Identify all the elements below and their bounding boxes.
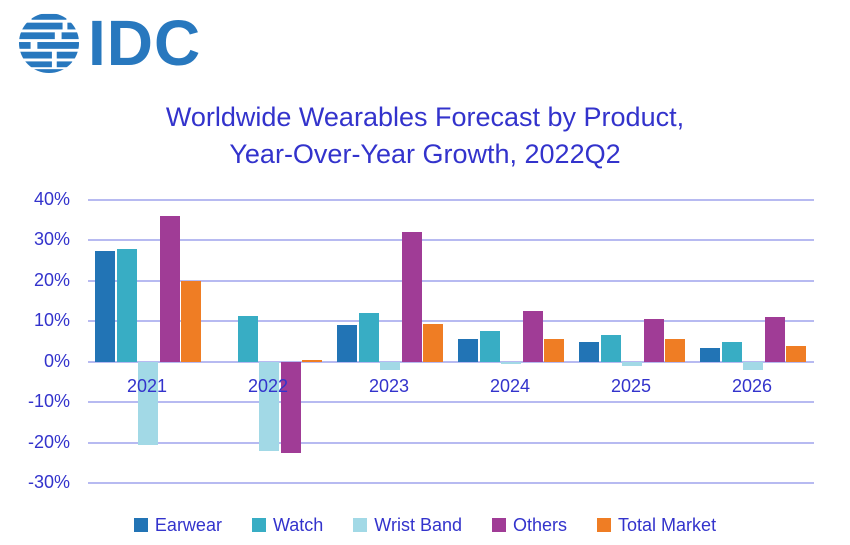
bar-total-market-2026 bbox=[786, 346, 807, 362]
bar-watch-2021 bbox=[116, 248, 137, 362]
legend-item-watch: Watch bbox=[251, 514, 324, 536]
x-axis-label-2021: 2021 bbox=[126, 376, 168, 396]
y-axis-label-0%: 0% bbox=[43, 350, 70, 371]
y-axis-label-20%: 20% bbox=[33, 269, 70, 290]
earwear-swatch-icon bbox=[133, 518, 148, 532]
bar-total-market-2023 bbox=[423, 324, 444, 362]
bar-earwear-2023 bbox=[337, 325, 357, 362]
gridline-40% bbox=[88, 199, 814, 201]
bar-watch-2022 bbox=[237, 316, 258, 362]
bar-earwear-2026 bbox=[700, 347, 720, 362]
bar-earwear-2025 bbox=[579, 341, 599, 362]
bar-earwear-2024 bbox=[458, 339, 478, 362]
bar-others-2024 bbox=[522, 311, 543, 362]
bar-wrist-band-2026 bbox=[743, 361, 764, 370]
bar-others-2021 bbox=[159, 216, 180, 362]
x-axis-label-2022: 2022 bbox=[247, 376, 289, 396]
chart-title-line1: Worldwide Wearables Forecast by Product, bbox=[165, 102, 685, 132]
bar-watch-2025 bbox=[600, 335, 621, 362]
chart-legend: Earwear Watch Wrist Band Others Total Market bbox=[0, 510, 850, 540]
legend-item-wrist-band: Wrist Band bbox=[353, 515, 462, 536]
bar-total-market-2025 bbox=[665, 339, 686, 362]
y-axis-label-10%: 10% bbox=[33, 310, 70, 331]
x-axis-label-2023: 2023 bbox=[368, 376, 410, 396]
bar-watch-2026 bbox=[721, 341, 742, 362]
bar-total-market-2021 bbox=[181, 280, 202, 362]
legend-item-total-market: Total Market bbox=[597, 515, 716, 536]
bar-wrist-band-2025 bbox=[622, 361, 643, 366]
bar-wrist-band-2024 bbox=[501, 361, 522, 364]
x-axis-label-2025: 2025 bbox=[610, 376, 652, 396]
gridline--10% bbox=[88, 401, 814, 404]
bar-others-2026 bbox=[764, 317, 785, 362]
wrist-band-swatch-icon bbox=[353, 518, 368, 532]
bar-wrist-band-2022 bbox=[259, 361, 280, 451]
idc-globe-icon bbox=[18, 13, 80, 74]
y-axis-label-40%: 40% bbox=[33, 189, 70, 209]
y-axis-label--10%: -10% bbox=[27, 391, 70, 412]
chart-title: Worldwide Wearables Forecast by Product,… bbox=[0, 99, 850, 173]
y-axis-label-30%: 30% bbox=[33, 229, 70, 250]
x-axis-label-2026: 2026 bbox=[731, 376, 773, 396]
legend-item-others: Others bbox=[492, 515, 567, 536]
legend-item-earwear: Earwear bbox=[133, 514, 222, 536]
gridline-0% bbox=[88, 360, 814, 363]
bar-others-2025 bbox=[643, 319, 664, 362]
gridline--30% bbox=[88, 482, 814, 484]
bar-total-market-2024 bbox=[544, 339, 565, 362]
legend-label-wrist-band: Wrist Band bbox=[374, 514, 462, 535]
watch-swatch-icon bbox=[251, 518, 266, 532]
bar-others-2022 bbox=[280, 361, 301, 453]
gridline-10% bbox=[88, 320, 814, 323]
bar-total-market-2022 bbox=[302, 359, 323, 362]
legend-label-others: Others bbox=[513, 514, 568, 535]
x-axis-label-2024: 2024 bbox=[489, 376, 531, 396]
gridline-30% bbox=[88, 239, 814, 242]
chart-title-line2: Year-Over-Year Growth, 2022Q2 bbox=[229, 139, 621, 169]
bar-wrist-band-2021 bbox=[138, 361, 159, 445]
others-swatch-icon bbox=[492, 518, 506, 532]
legend-label-earwear: Earwear bbox=[154, 514, 222, 535]
idc-logo-text: IDC bbox=[88, 7, 202, 79]
bar-watch-2023 bbox=[358, 313, 379, 362]
gridline-20% bbox=[88, 279, 814, 282]
bar-others-2023 bbox=[401, 232, 422, 362]
y-axis-label--20%: -20% bbox=[27, 431, 70, 452]
y-axis-label--30%: -30% bbox=[27, 472, 70, 492]
legend-label-total-market: Total Market bbox=[618, 514, 717, 535]
legend-label-watch: Watch bbox=[272, 514, 324, 535]
total-market-swatch-icon bbox=[597, 518, 612, 532]
gridline--20% bbox=[88, 441, 814, 444]
bar-wrist-band-2023 bbox=[380, 361, 401, 370]
bar-watch-2024 bbox=[479, 331, 500, 362]
idc-logo: IDC bbox=[18, 7, 202, 79]
bar-earwear-2021 bbox=[95, 250, 115, 362]
